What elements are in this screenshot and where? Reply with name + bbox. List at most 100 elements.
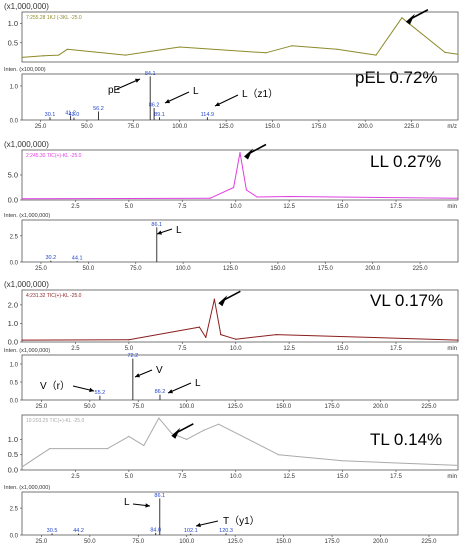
fragment-label: pE xyxy=(108,85,121,96)
x-tick-label: 125.0 xyxy=(228,404,244,410)
data-point xyxy=(158,417,160,419)
x-tick-label: 150.0 xyxy=(265,124,281,130)
fragment-label: V（r） xyxy=(40,380,70,392)
y-tick-label: 2.5 xyxy=(10,507,19,513)
y-tick-label: 0.0 xyxy=(8,466,18,475)
data-point xyxy=(444,51,446,53)
x-tick-label: 5.0 xyxy=(125,346,134,352)
x-tick-label: 200.0 xyxy=(373,539,389,545)
data-point xyxy=(336,48,338,50)
y-tick-label: 0.5 xyxy=(8,38,18,47)
fragment-arrow-head xyxy=(215,102,220,106)
x-tick-label: 10.0 xyxy=(230,474,242,480)
fragment-arrow-head xyxy=(89,387,94,393)
x-tick-label: 50.0 xyxy=(84,404,96,410)
data-point xyxy=(213,298,215,300)
y-tick-label: 2.5 xyxy=(10,234,19,240)
x-tick-label: 175.0 xyxy=(325,539,341,545)
y-tick-label: 0.0 xyxy=(8,338,18,347)
fragment-arrow-head xyxy=(135,373,140,378)
x-tick-label: 200.0 xyxy=(365,266,381,272)
peak-label: 44.1 xyxy=(72,255,83,261)
x-tick-label: 50.0 xyxy=(84,539,96,545)
trace-label: 4:231.32 TIC(+)-KL -25.0 xyxy=(26,293,82,299)
peak-arrow-head xyxy=(244,148,253,160)
panel-6: Inten. (x1,000,000) 0.0 0.5 1.0 25.0 50.0 75.0… xyxy=(4,348,459,410)
data-point xyxy=(128,339,130,341)
peak-label: 84.0 xyxy=(150,527,161,533)
x-tick-label: 17.5 xyxy=(390,346,402,352)
data-point xyxy=(125,54,127,56)
peak-label: 72.2 xyxy=(127,353,138,359)
data-point xyxy=(185,438,188,441)
x-tick-label: 12.5 xyxy=(283,346,295,352)
x-tick-label: 175.0 xyxy=(318,266,334,272)
scale-label: Inten. (x1,000,000) xyxy=(4,213,50,219)
data-point xyxy=(128,197,130,200)
x-tick-label: 10.0 xyxy=(230,346,242,352)
data-point xyxy=(198,326,200,328)
data-point xyxy=(235,338,237,340)
x-tick-label: 200.0 xyxy=(373,404,389,410)
data-point xyxy=(457,464,459,467)
x-tick-label: 17.5 xyxy=(390,474,402,480)
x-tick-label: 15.0 xyxy=(337,346,349,352)
x-tick-label: 5.0 xyxy=(125,204,134,210)
fragment-arrow-head xyxy=(196,522,201,528)
y-tick-label: 1.0 xyxy=(10,363,19,369)
x-unit-label: min xyxy=(447,346,457,352)
y-tick-label: 0.0 xyxy=(10,119,19,125)
data-point xyxy=(203,429,205,431)
x-tick-label: 10.0 xyxy=(230,204,242,210)
data-point xyxy=(277,454,280,456)
peak-label: 84.1 xyxy=(145,71,156,77)
data-point xyxy=(457,339,459,341)
peak-label: 89.1 xyxy=(154,112,165,118)
x-tick-label: 50.0 xyxy=(83,266,95,272)
fragment-arrow-head xyxy=(157,230,162,235)
fragment-label: L xyxy=(193,86,199,97)
x-tick-label: 50.0 xyxy=(81,124,93,130)
compound-ratio-label: pEL 0.72% xyxy=(355,68,438,87)
panel-8: Inten. (x1,000,000) 0.0 2.5 25.0 50.0 75.0 100… xyxy=(4,485,459,545)
peak-label: 114.9 xyxy=(201,112,214,118)
x-tick-label: 75.0 xyxy=(127,124,139,130)
peak-label: 30.5 xyxy=(47,528,58,534)
x-tick-label: 175.0 xyxy=(311,124,327,130)
x-tick-label: 225.0 xyxy=(404,124,420,130)
scale-label: Inten. (x1,000,000) xyxy=(4,348,50,354)
plot-frame xyxy=(21,73,459,121)
scale-label: (x1,000,000) xyxy=(4,280,49,289)
data-point xyxy=(21,339,23,341)
fragment-arrow-head xyxy=(135,78,140,83)
data-point xyxy=(171,432,173,434)
data-point xyxy=(288,195,290,198)
x-tick-label: 12.5 xyxy=(283,474,295,480)
fragment-label: T（y1） xyxy=(223,515,260,527)
plot-frame xyxy=(21,354,459,401)
plot-frame xyxy=(21,11,459,63)
peak-label: 120.3 xyxy=(219,528,233,534)
x-tick-label: 175.0 xyxy=(325,404,341,410)
x-tick-label: 75.0 xyxy=(132,539,144,545)
peak-arrow xyxy=(222,290,241,301)
x-tick-label: 7.5 xyxy=(178,346,187,352)
peak-arrow xyxy=(410,9,429,20)
compound-ratio-label: VL 0.17% xyxy=(370,291,443,310)
panel-4: Inten. (x1,000,000) 0.0 2.5 25.0 50.0 75.0 100… xyxy=(4,213,459,272)
panel-5: (x1,000,000) 4:231.32 TIC(+)-KL -25.0 0.0 1… xyxy=(4,280,459,352)
trace-label: 10:203.25 TIC(+)-KL -25.0 xyxy=(26,418,84,424)
panel-1: (x1,000,000) 7:255.28 1KJ (-3KL -25.0 0.5 1… xyxy=(4,2,459,87)
fragment-label: L xyxy=(124,497,130,508)
y-tick-label: 0.5 xyxy=(10,381,19,387)
trace-label: 7:255.28 1KJ (-3KL -25.0 xyxy=(26,15,82,21)
plot-frame xyxy=(21,219,459,263)
data-point xyxy=(128,435,130,437)
data-point xyxy=(21,198,23,200)
x-tick-label: 15.0 xyxy=(337,204,349,210)
peak-label: 86.2 xyxy=(155,389,166,395)
x-tick-label: 225.0 xyxy=(421,404,437,410)
fragment-label: V xyxy=(156,365,163,376)
data-point xyxy=(256,196,258,198)
x-unit-label: min xyxy=(447,474,457,480)
